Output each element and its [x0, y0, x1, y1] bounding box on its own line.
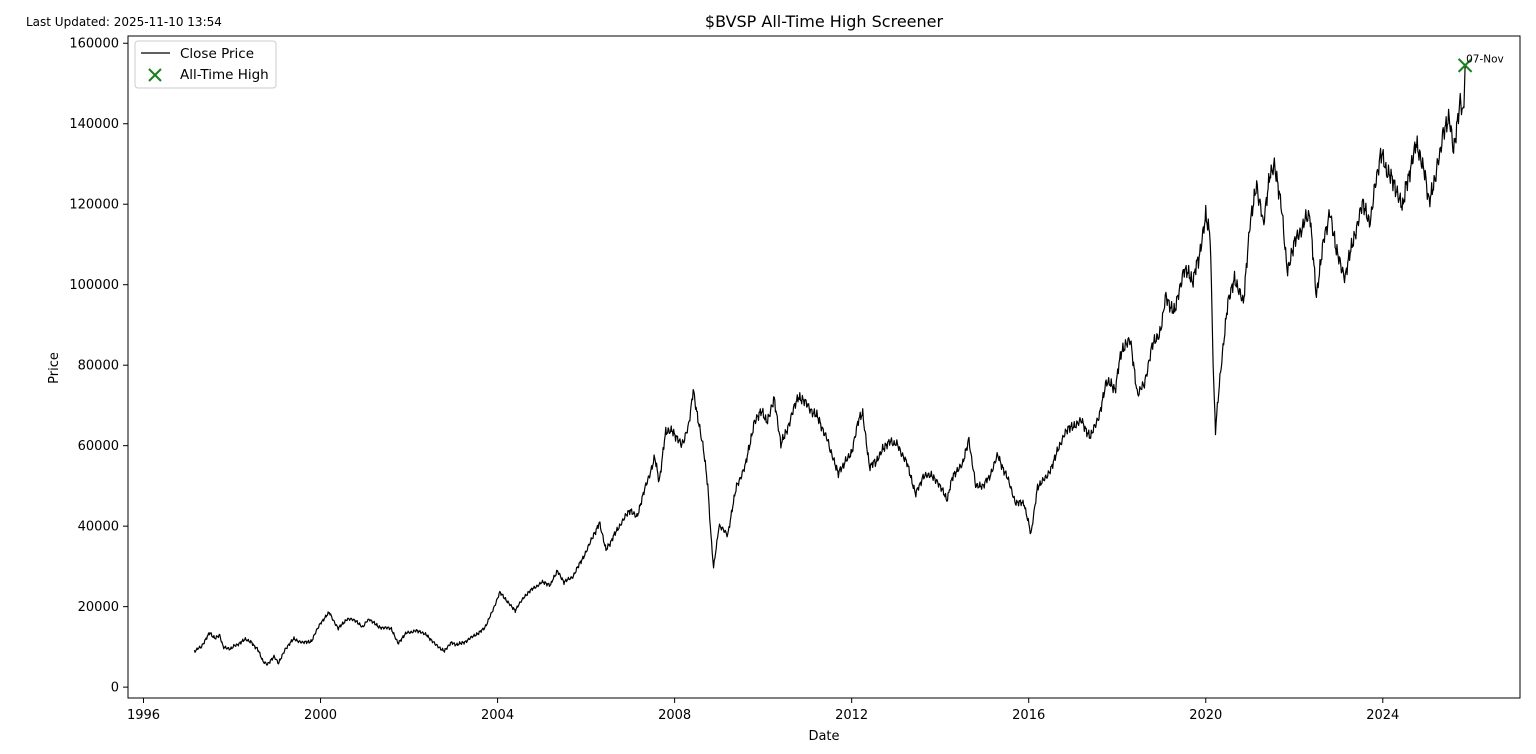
legend-x-marker-icon	[148, 68, 162, 82]
plot-frame	[127, 35, 1521, 699]
x-tick-label: 2016	[1012, 708, 1045, 723]
close-price-line	[193, 65, 1466, 666]
y-tick-label: 0	[111, 681, 119, 696]
x-tick-label: 2004	[481, 708, 514, 723]
x-axis-title: Date	[808, 729, 839, 744]
y-tick-label: 120000	[69, 198, 119, 213]
all-time-high-marker	[1457, 58, 1473, 73]
legend-label-close-price: Close Price	[180, 46, 254, 62]
x-tick-label: 2024	[1366, 708, 1399, 723]
marker-layer: 07-Nov	[1457, 53, 1504, 73]
y-tick-label: 60000	[78, 439, 119, 454]
y-tick-label: 80000	[78, 359, 119, 374]
y-tick-label: 40000	[78, 520, 119, 535]
y-axis-title: Price	[47, 352, 62, 384]
legend-label-all-time-high: All-Time High	[180, 67, 269, 83]
y-tick-label: 140000	[69, 117, 119, 132]
x-tick-label: 2020	[1189, 708, 1222, 723]
x-axis: 1996 2000 2004 2008 2012 2016 2020 2024	[127, 698, 1399, 723]
series-layer	[193, 65, 1466, 666]
y-axis: 0 20000 40000 60000 80000 100000 120000 140000 1…	[69, 37, 128, 696]
x-tick-label: 1996	[127, 708, 160, 723]
y-tick-label: 20000	[78, 600, 119, 615]
x-tick-label: 2012	[835, 708, 868, 723]
y-tick-label: 100000	[69, 278, 119, 293]
chart-title: $BVSP All-Time High Screener	[705, 12, 944, 31]
x-tick-label: 2008	[658, 708, 691, 723]
legend: Close Price All-Time High	[134, 40, 277, 89]
all-time-high-label: 07-Nov	[1466, 53, 1504, 65]
y-tick-label: 160000	[69, 37, 119, 52]
x-tick-label: 2000	[304, 708, 337, 723]
legend-box	[134, 40, 277, 89]
last-updated-text: Last Updated: 2025-11-10 13:54	[26, 15, 222, 29]
